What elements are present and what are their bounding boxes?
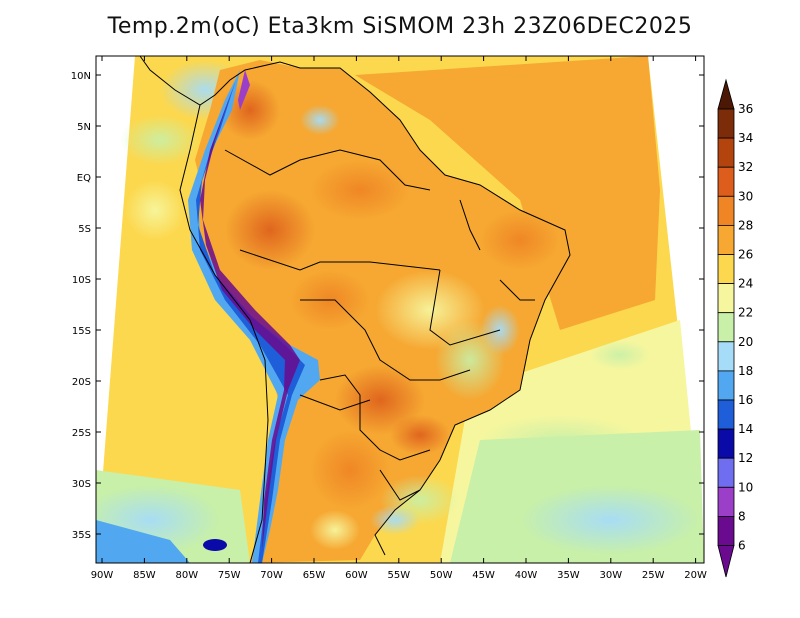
coastlines-and-borders [139,55,571,564]
lon-tick-label: 55W [387,570,410,581]
colorbar-label: 34 [738,131,753,145]
colorbar-bin [717,166,735,197]
colorbar-bin [717,516,735,546]
colorbar-bin [717,341,735,372]
colorbar: 6 8 10 12 14 16 18 20 22 24 26 28 30 32 34 36 [717,78,753,578]
lon-tick-label: 90W [91,570,114,581]
colorbar-bin [717,399,735,430]
lat-tick-label: 10N [71,71,91,82]
colorbar-label: 18 [738,364,753,378]
colorbar-label: 14 [738,422,753,436]
lon-tick-label: 20W [684,570,707,581]
lon-tick-label: 60W [345,570,368,581]
colorbar-bin [717,137,735,168]
atlantic-warm-zone [355,56,660,330]
colorbar-label: 36 [738,102,753,116]
colorbar-arrow-down [717,545,735,578]
lon-tick-label: 45W [472,570,495,581]
lon-tick-label: 65W [303,570,326,581]
pacific-coastline [179,104,269,564]
colorbar-bin [717,195,735,226]
atlantic-coastline [139,55,571,556]
colorbar-label: 20 [738,335,753,349]
colorbar-bin [717,283,735,314]
colorbar-bin [717,486,735,517]
lat-tick-label: 20S [72,377,91,388]
colorbar-label: 24 [738,277,753,291]
lat-tick-label: 15S [72,326,91,337]
lon-tick-label: 35W [557,570,580,581]
lon-tick-label: 80W [175,570,198,581]
colorbar-label: 22 [738,306,753,320]
colorbar-bin [717,370,735,401]
colorbar-label: 16 [738,393,753,407]
colorbar-label: 12 [738,451,753,465]
temperature-field [96,56,704,563]
colorbar-label: 32 [738,160,753,174]
lon-tick-label: 50W [430,570,453,581]
colorbar-bin [717,312,735,343]
colorbar-label: 30 [738,189,753,203]
lat-tick-label: 25S [72,428,91,439]
colorbar-arrow-up [717,78,735,110]
lon-tick-label: 85W [133,570,156,581]
colorbar-bin [717,457,735,488]
lat-tick-label: 35S [72,530,91,541]
plot-frame [95,55,705,564]
longitude-axis: 90W 85W 80W 75W 70W 65W 60W 55W 50W 45W 40W 35W 30W 2… [91,56,707,581]
colorbar-bin [717,428,735,459]
lon-tick-label: 30W [599,570,622,581]
lon-tick-label: 70W [260,570,283,581]
lat-tick-label: 30S [72,479,91,490]
lon-tick-label: 40W [515,570,538,581]
colorbar-label: 10 [738,480,753,494]
colorbar-label: 28 [738,218,753,232]
latitude-axis: 10N 5N EQ 5S 10S 15S 20S 25S 30S 35S [71,71,704,541]
lat-tick-label: 5S [78,224,91,235]
lat-tick-label: 5N [77,122,91,133]
colorbar-label: 26 [738,248,753,262]
lat-tick-label: 10S [72,275,91,286]
colorbar-bin [717,108,735,139]
colorbar-bin [717,224,735,255]
lon-tick-label: 25W [642,570,665,581]
colorbar-label: 8 [738,509,746,523]
colorbar-bin [717,254,735,285]
lat-tick-label: EQ [77,173,91,184]
lon-tick-label: 75W [218,570,241,581]
colorbar-label: 6 [738,539,746,553]
page-title: Temp.2m(oC) Eta3km SiSMOM 23h 23Z06DEC20… [107,14,693,39]
